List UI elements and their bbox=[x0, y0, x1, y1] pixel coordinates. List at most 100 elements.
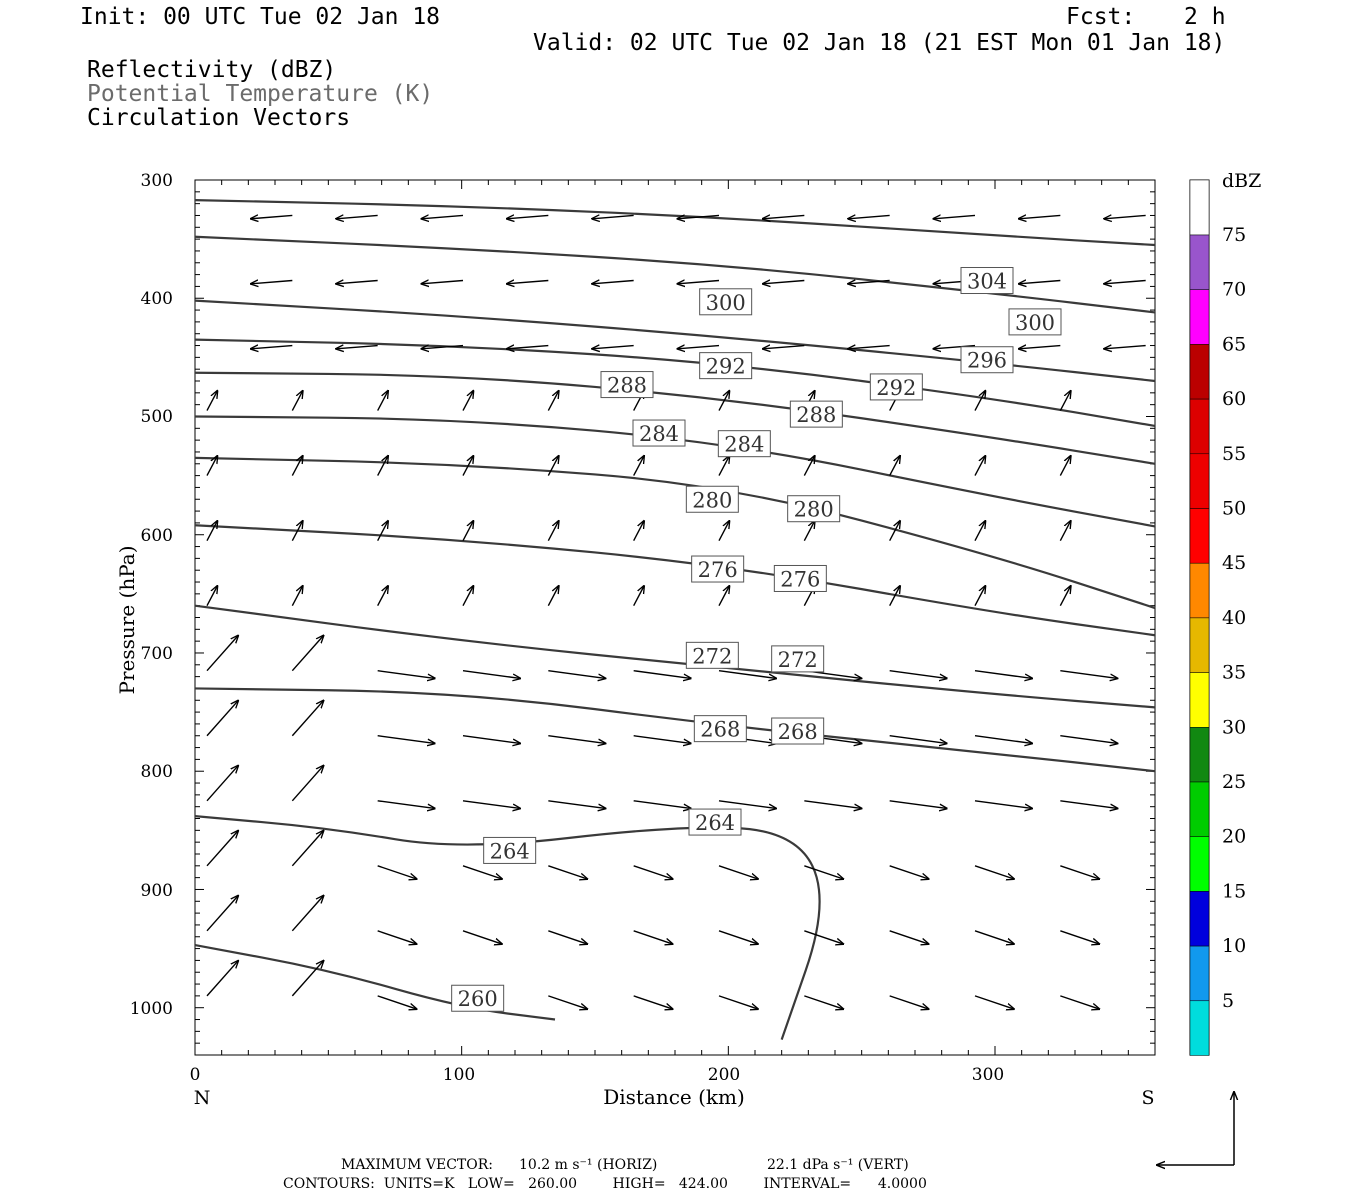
svg-text:284: 284 bbox=[724, 433, 764, 457]
svg-text:268: 268 bbox=[700, 718, 740, 742]
circulation-vector bbox=[291, 636, 323, 672]
isentrope-label-288: 288 bbox=[789, 400, 843, 428]
reflectivity-colorbar: dBZ 75 70 65 60 55 50 45 40 35 30 25 20 15 10 5 bbox=[1189, 170, 1261, 1056]
colorbar-label: 30 bbox=[1222, 716, 1246, 738]
colorbar-bin-45 bbox=[1189, 562, 1210, 619]
svg-text:284: 284 bbox=[639, 422, 679, 446]
circulation-vector bbox=[462, 391, 473, 411]
circulation-vector bbox=[718, 391, 729, 411]
forecast-label: Fcst: bbox=[1066, 4, 1136, 30]
field-circulation-vectors: Circulation Vectors bbox=[87, 105, 351, 131]
circulation-vector bbox=[974, 930, 1014, 944]
circulation-vector bbox=[633, 995, 673, 1009]
colorbar-label: 75 bbox=[1222, 224, 1246, 246]
circulation-vector bbox=[377, 521, 388, 541]
circulation-vector bbox=[718, 930, 758, 944]
circulation-vector bbox=[291, 391, 302, 411]
circulation-vector bbox=[633, 586, 644, 607]
isentrope-label-304: 304 bbox=[960, 267, 1014, 295]
circulation-vector bbox=[462, 735, 520, 744]
svg-text:264: 264 bbox=[490, 839, 530, 863]
circulation-vector bbox=[421, 281, 464, 284]
circulation-vector bbox=[889, 586, 900, 607]
circulation-vector bbox=[848, 215, 890, 218]
x-axis-label: Distance (km) bbox=[603, 1085, 745, 1109]
colorbar-bin-50 bbox=[1189, 508, 1210, 564]
svg-text:296: 296 bbox=[967, 349, 1007, 373]
circulation-vector bbox=[1059, 391, 1070, 411]
y-tick-label: 900 bbox=[141, 881, 173, 901]
isentrope-label-260: 260 bbox=[451, 984, 505, 1012]
circulation-vector bbox=[1104, 346, 1146, 349]
circulation-vector bbox=[718, 670, 776, 679]
circulation-vector bbox=[421, 215, 464, 218]
circulation-vector bbox=[462, 670, 520, 679]
colorbar-bin-70 bbox=[1189, 289, 1210, 345]
circulation-vector bbox=[803, 521, 814, 541]
contour-labels-layer: 304 300 300 296 292 292 288 288 284 284 280 280 276 2… bbox=[451, 267, 1062, 1012]
circulation-vector bbox=[548, 930, 587, 944]
circulation-vector bbox=[1019, 346, 1061, 349]
circulation-vector bbox=[251, 346, 293, 349]
circulation-vector bbox=[889, 800, 947, 809]
isentrope-296 bbox=[194, 299, 1156, 383]
circulation-vector bbox=[377, 800, 435, 809]
circulation-vector bbox=[206, 831, 238, 867]
circulation-vector bbox=[1059, 586, 1070, 607]
circulation-vector bbox=[206, 456, 217, 476]
valid-time: Valid: 02 UTC Tue 02 Jan 18 (21 EST Mon … bbox=[533, 30, 1226, 56]
colorbar-top-blank bbox=[1189, 179, 1210, 236]
circulation-vector bbox=[291, 586, 302, 607]
circulation-vector bbox=[718, 456, 729, 476]
circulation-vector bbox=[377, 865, 417, 879]
circulation-vector bbox=[1060, 670, 1117, 679]
svg-text:300: 300 bbox=[706, 291, 746, 315]
x-tick-label: 100 bbox=[443, 1065, 475, 1085]
circulation-vector bbox=[291, 521, 302, 541]
colorbar-label: 35 bbox=[1222, 662, 1246, 684]
isentrope-284 bbox=[194, 415, 1156, 528]
circulation-vector bbox=[377, 391, 388, 411]
circulation-vectors-layer bbox=[206, 215, 1146, 1009]
circulation-vector bbox=[677, 215, 720, 218]
circulation-vector bbox=[462, 521, 473, 541]
y-tick-label: 500 bbox=[141, 407, 173, 427]
max-vector-horizontal: 10.2 m s⁻¹ (HORIZ) bbox=[519, 1157, 658, 1173]
colorbar-label: 15 bbox=[1222, 880, 1246, 902]
colorbar-bin-20 bbox=[1189, 836, 1210, 892]
circulation-vector bbox=[592, 215, 634, 218]
circulation-vector bbox=[974, 865, 1014, 879]
colorbar-label: 20 bbox=[1222, 826, 1246, 848]
circulation-vector bbox=[377, 456, 388, 476]
circulation-vector bbox=[206, 961, 238, 997]
y-tick-label: 600 bbox=[141, 526, 173, 546]
colorbar-label: 65 bbox=[1222, 333, 1246, 355]
circulation-vector bbox=[547, 586, 558, 607]
circulation-vector bbox=[677, 346, 720, 349]
isentrope-label-268: 268 bbox=[771, 717, 825, 745]
circulation-vector bbox=[974, 800, 1032, 809]
circulation-vector bbox=[206, 586, 217, 607]
circulation-vector bbox=[592, 281, 634, 284]
circulation-vector bbox=[1060, 800, 1117, 809]
circulation-vector bbox=[421, 346, 464, 349]
circulation-vector bbox=[633, 930, 673, 944]
circulation-vector bbox=[889, 456, 900, 476]
max-vector-vertical: 22.1 dPa s⁻¹ (VERT) bbox=[767, 1157, 909, 1173]
circulation-vector bbox=[889, 930, 929, 944]
circulation-vector bbox=[377, 670, 435, 679]
colorbar-label: 40 bbox=[1222, 607, 1246, 629]
circulation-vector bbox=[291, 456, 302, 476]
x-end-label-south: S bbox=[1141, 1087, 1154, 1109]
contours-info: CONTOURS: UNITS=K LOW= 260.00 HIGH= 424.… bbox=[283, 1176, 927, 1192]
svg-text:280: 280 bbox=[794, 498, 834, 522]
circulation-vector bbox=[1059, 456, 1070, 476]
circulation-vector bbox=[592, 346, 634, 349]
colorbar-label: 50 bbox=[1222, 498, 1246, 520]
isentrope-label-284: 284 bbox=[632, 419, 686, 447]
colorbar-bin-30 bbox=[1189, 727, 1210, 783]
svg-text:288: 288 bbox=[607, 374, 647, 398]
circulation-vector bbox=[633, 456, 644, 476]
field-reflectivity: Reflectivity (dBZ) bbox=[87, 57, 337, 83]
